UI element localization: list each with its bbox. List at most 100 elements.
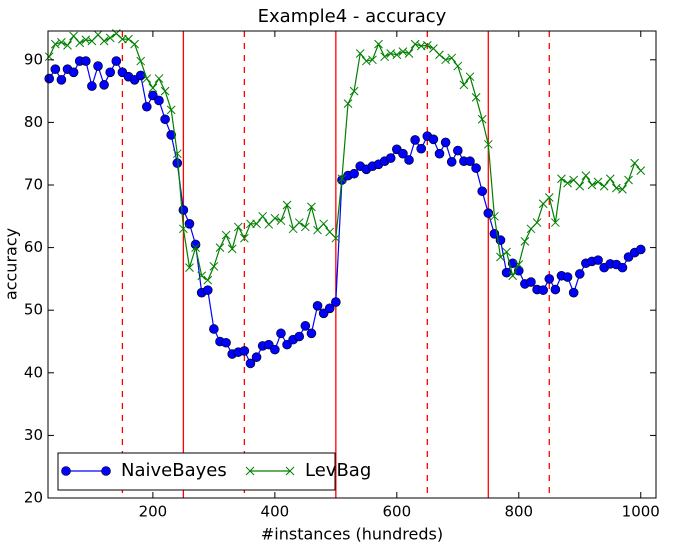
point (191, 243, 200, 252)
point (312, 301, 323, 311)
point (324, 303, 335, 314)
point (50, 39, 60, 49)
point (526, 277, 536, 287)
point (258, 211, 268, 221)
series (44, 56, 646, 369)
point (178, 205, 189, 215)
point (209, 324, 219, 334)
point (50, 64, 61, 74)
point (276, 328, 286, 339)
point (202, 285, 213, 295)
point (197, 271, 207, 281)
point (300, 321, 311, 331)
point (398, 148, 408, 159)
point (624, 175, 633, 185)
point (562, 272, 573, 282)
point (551, 218, 560, 227)
y-tick-label: 60 (24, 238, 43, 256)
point (124, 34, 133, 44)
point (593, 177, 603, 187)
point (172, 149, 182, 159)
point (154, 95, 164, 106)
point (520, 236, 530, 246)
point (148, 83, 158, 93)
point (490, 211, 499, 221)
point (203, 275, 213, 285)
point (349, 86, 359, 96)
point (422, 41, 432, 50)
point (617, 262, 628, 273)
point (307, 202, 316, 212)
point (514, 260, 524, 269)
point (105, 33, 115, 43)
point (441, 55, 450, 65)
point (68, 67, 79, 78)
point (130, 39, 139, 49)
point (416, 143, 427, 154)
point (141, 101, 152, 112)
point (446, 157, 457, 167)
point (434, 148, 445, 159)
point (574, 269, 585, 279)
legend-marker (285, 466, 295, 476)
point (276, 216, 286, 226)
point (239, 346, 250, 356)
point (69, 31, 78, 41)
point (355, 49, 365, 58)
point (440, 137, 451, 148)
y-tick-label: 50 (24, 301, 43, 319)
point (557, 174, 566, 184)
point (465, 72, 475, 82)
x-tick-label: 1000 (622, 503, 660, 521)
point (605, 174, 615, 184)
point (142, 74, 152, 83)
point (404, 155, 414, 165)
point (563, 178, 572, 188)
point (544, 193, 554, 202)
point (57, 37, 66, 47)
point (618, 185, 627, 194)
point (227, 244, 237, 254)
point (166, 130, 176, 140)
point (99, 36, 109, 46)
point (87, 81, 97, 91)
point (221, 337, 231, 348)
point (568, 287, 579, 298)
point (636, 166, 646, 175)
point (385, 153, 396, 163)
point (246, 219, 255, 229)
point (599, 181, 609, 191)
point (136, 56, 146, 66)
point (245, 358, 256, 369)
point (368, 55, 377, 65)
point (251, 352, 262, 362)
point (319, 219, 328, 229)
point (453, 61, 463, 71)
y-tick-label: 30 (24, 426, 43, 444)
plot-frame (47, 30, 657, 499)
point (374, 39, 383, 49)
point (435, 50, 444, 60)
point (179, 224, 188, 234)
point (471, 163, 481, 173)
point (331, 297, 341, 307)
point (337, 174, 347, 184)
point (453, 145, 463, 156)
point (105, 67, 116, 78)
point (294, 218, 304, 227)
point (508, 271, 518, 281)
legend-label: NaiveBayes (121, 460, 227, 481)
point (160, 114, 170, 125)
point (160, 86, 170, 96)
point (532, 218, 542, 227)
legend-marker (101, 466, 111, 476)
legend-marker (61, 466, 71, 476)
point (380, 52, 389, 62)
series (44, 29, 646, 285)
point (575, 181, 585, 191)
point (459, 80, 469, 90)
point (447, 53, 457, 63)
point (294, 331, 305, 342)
point (477, 186, 487, 197)
point (538, 285, 548, 295)
